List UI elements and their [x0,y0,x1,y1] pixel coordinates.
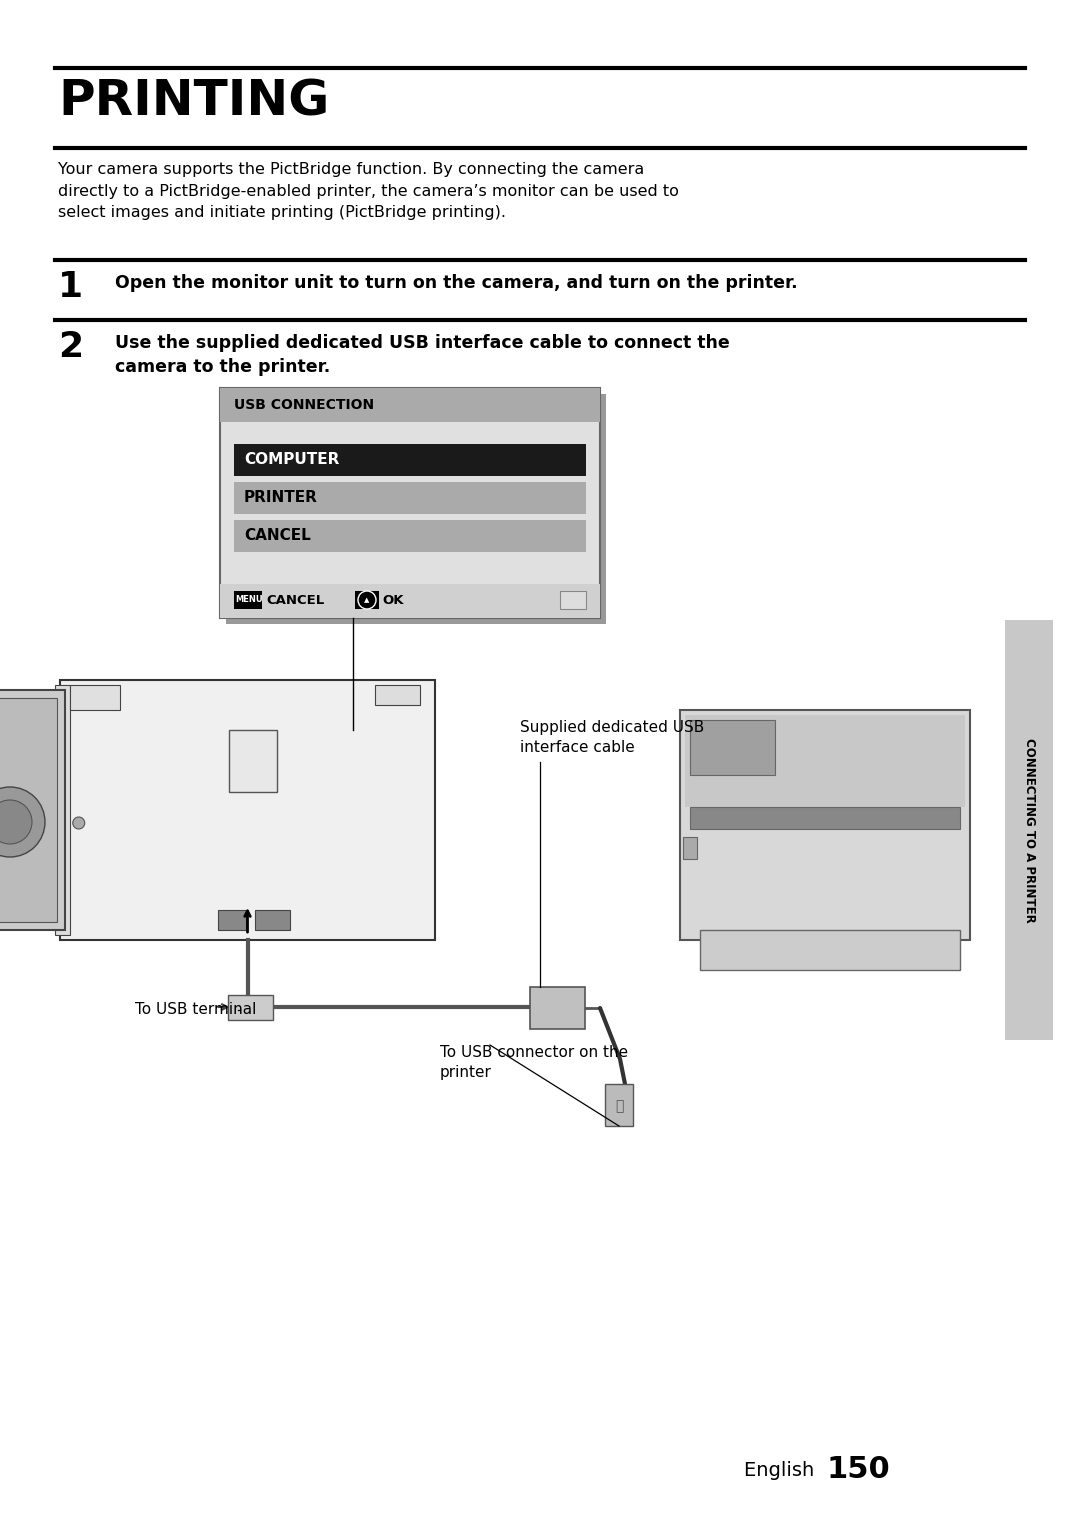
Text: Your camera supports the PictBridge function. By connecting the camera
directly : Your camera supports the PictBridge func… [58,163,679,221]
Text: USB CONNECTION: USB CONNECTION [234,399,374,412]
Bar [690,806,960,829]
Bar [220,388,600,421]
Bar [561,592,586,608]
Bar [685,715,966,808]
Text: COMPUTER: COMPUTER [244,453,339,467]
Text: CANCEL: CANCEL [266,593,324,607]
Bar [60,680,435,940]
Text: English: English [743,1460,820,1480]
Text: OK: OK [382,593,404,607]
Text: PRINTING: PRINTING [58,78,329,126]
Bar [375,684,420,706]
Bar [0,698,57,922]
Text: CONNECTING TO A PRINTER: CONNECTING TO A PRINTER [1023,738,1036,922]
Bar [530,987,585,1030]
Circle shape [72,817,84,829]
Bar [229,730,276,792]
Bar [700,929,960,970]
Bar [217,910,245,929]
Text: Supplied dedicated USB
interface cable: Supplied dedicated USB interface cable [519,719,704,754]
Text: CANCEL: CANCEL [244,528,311,543]
Text: 150: 150 [826,1456,890,1484]
Bar [234,482,586,514]
Bar [680,710,970,940]
Bar [355,592,379,608]
Text: To USB connector on the
printer: To USB connector on the printer [440,1045,629,1080]
Text: MENU: MENU [235,596,262,604]
Bar [234,444,586,476]
Bar [55,684,70,935]
Circle shape [357,592,376,608]
Text: ▲: ▲ [364,598,369,602]
Bar [228,995,272,1021]
Bar [0,691,65,929]
Bar [690,719,775,776]
Bar [683,837,697,858]
Circle shape [0,786,45,856]
Text: ␧: ␧ [615,1100,623,1113]
Bar [234,520,586,552]
Text: PRINTER: PRINTER [244,490,318,505]
Text: To USB terminal: To USB terminal [135,1002,256,1018]
Bar [220,584,600,618]
Text: 2: 2 [58,330,83,364]
Bar [220,388,600,618]
Bar [605,1084,633,1126]
Bar [234,592,262,608]
Bar [255,910,291,929]
Text: 1: 1 [58,271,83,304]
Bar [1005,621,1053,1040]
Bar [226,394,606,624]
Circle shape [0,800,32,844]
Text: Use the supplied dedicated USB interface cable to connect the
camera to the prin: Use the supplied dedicated USB interface… [114,335,730,376]
Text: Open the monitor unit to turn on the camera, and turn on the printer.: Open the monitor unit to turn on the cam… [114,274,798,292]
Bar [70,684,120,710]
